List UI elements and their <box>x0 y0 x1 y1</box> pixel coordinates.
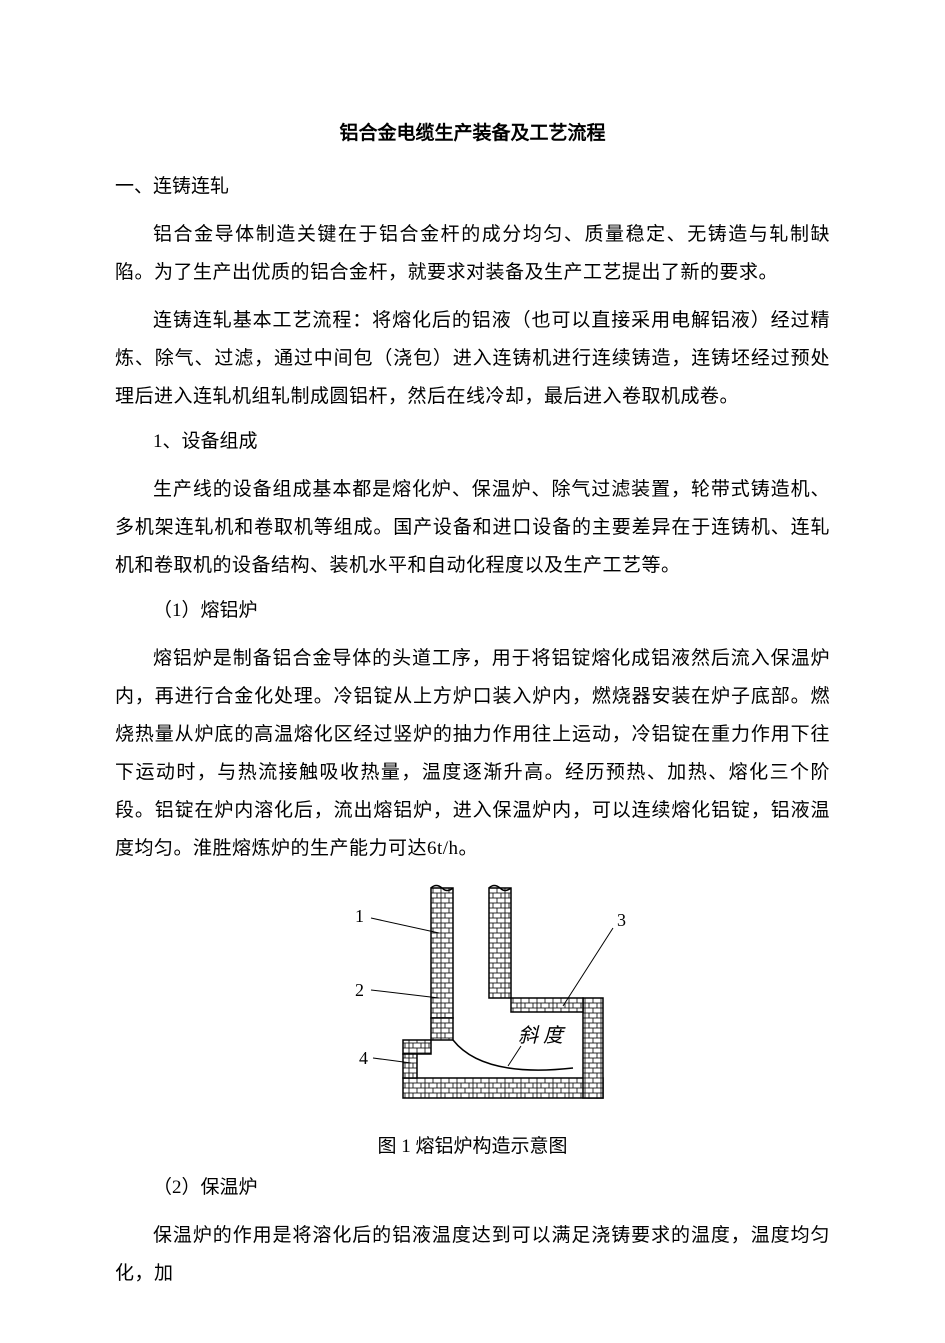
document-title: 铝合金电缆生产装备及工艺流程 <box>115 118 830 145</box>
figure-1-callout-2: 2 <box>355 980 364 1000</box>
figure-1-callout-3: 3 <box>617 910 626 930</box>
item-2-para-1: 保温炉的作用是将溶化后的铝液温度达到可以满足浇铸要求的温度，温度均匀化，加 <box>115 1217 830 1293</box>
figure-1-caption: 图 1 熔铝炉构造示意图 <box>115 1131 830 1158</box>
item-1-heading: （1）熔铝炉 <box>115 595 830 622</box>
document-page: 铝合金电缆生产装备及工艺流程 一、连铸连轧 铝合金导体制造关键在于铝合金杆的成分… <box>0 0 945 1343</box>
subsection-1-para-1: 生产线的设备组成基本都是熔化炉、保温炉、除气过滤装置，轮带式铸造机、多机架连轧机… <box>115 471 830 585</box>
figure-1-callout-4: 4 <box>359 1048 368 1068</box>
section-1-para-1: 铝合金导体制造关键在于铝合金杆的成分均匀、质量稳定、无铸造与轧制缺陷。为了生产出… <box>115 216 830 292</box>
subsection-1-heading: 1、设备组成 <box>115 426 830 453</box>
figure-1-callout-1: 1 <box>355 906 364 926</box>
section-1-heading: 一、连铸连轧 <box>115 171 830 198</box>
figure-1-container: 1 2 3 4 斜 度 <box>115 878 830 1123</box>
figure-1-internal-label: 斜 度 <box>518 1025 566 1047</box>
figure-1-furnace-diagram: 1 2 3 4 斜 度 <box>313 878 633 1118</box>
item-1-para-1: 熔铝炉是制备铝合金导体的头道工序，用于将铝锭熔化成铝液然后流入保温炉内，再进行合… <box>115 640 830 868</box>
item-2-heading: （2）保温炉 <box>115 1172 830 1199</box>
section-1-para-2: 连铸连轧基本工艺流程：将熔化后的铝液（也可以直接采用电解铝液）经过精炼、除气、过… <box>115 302 830 416</box>
